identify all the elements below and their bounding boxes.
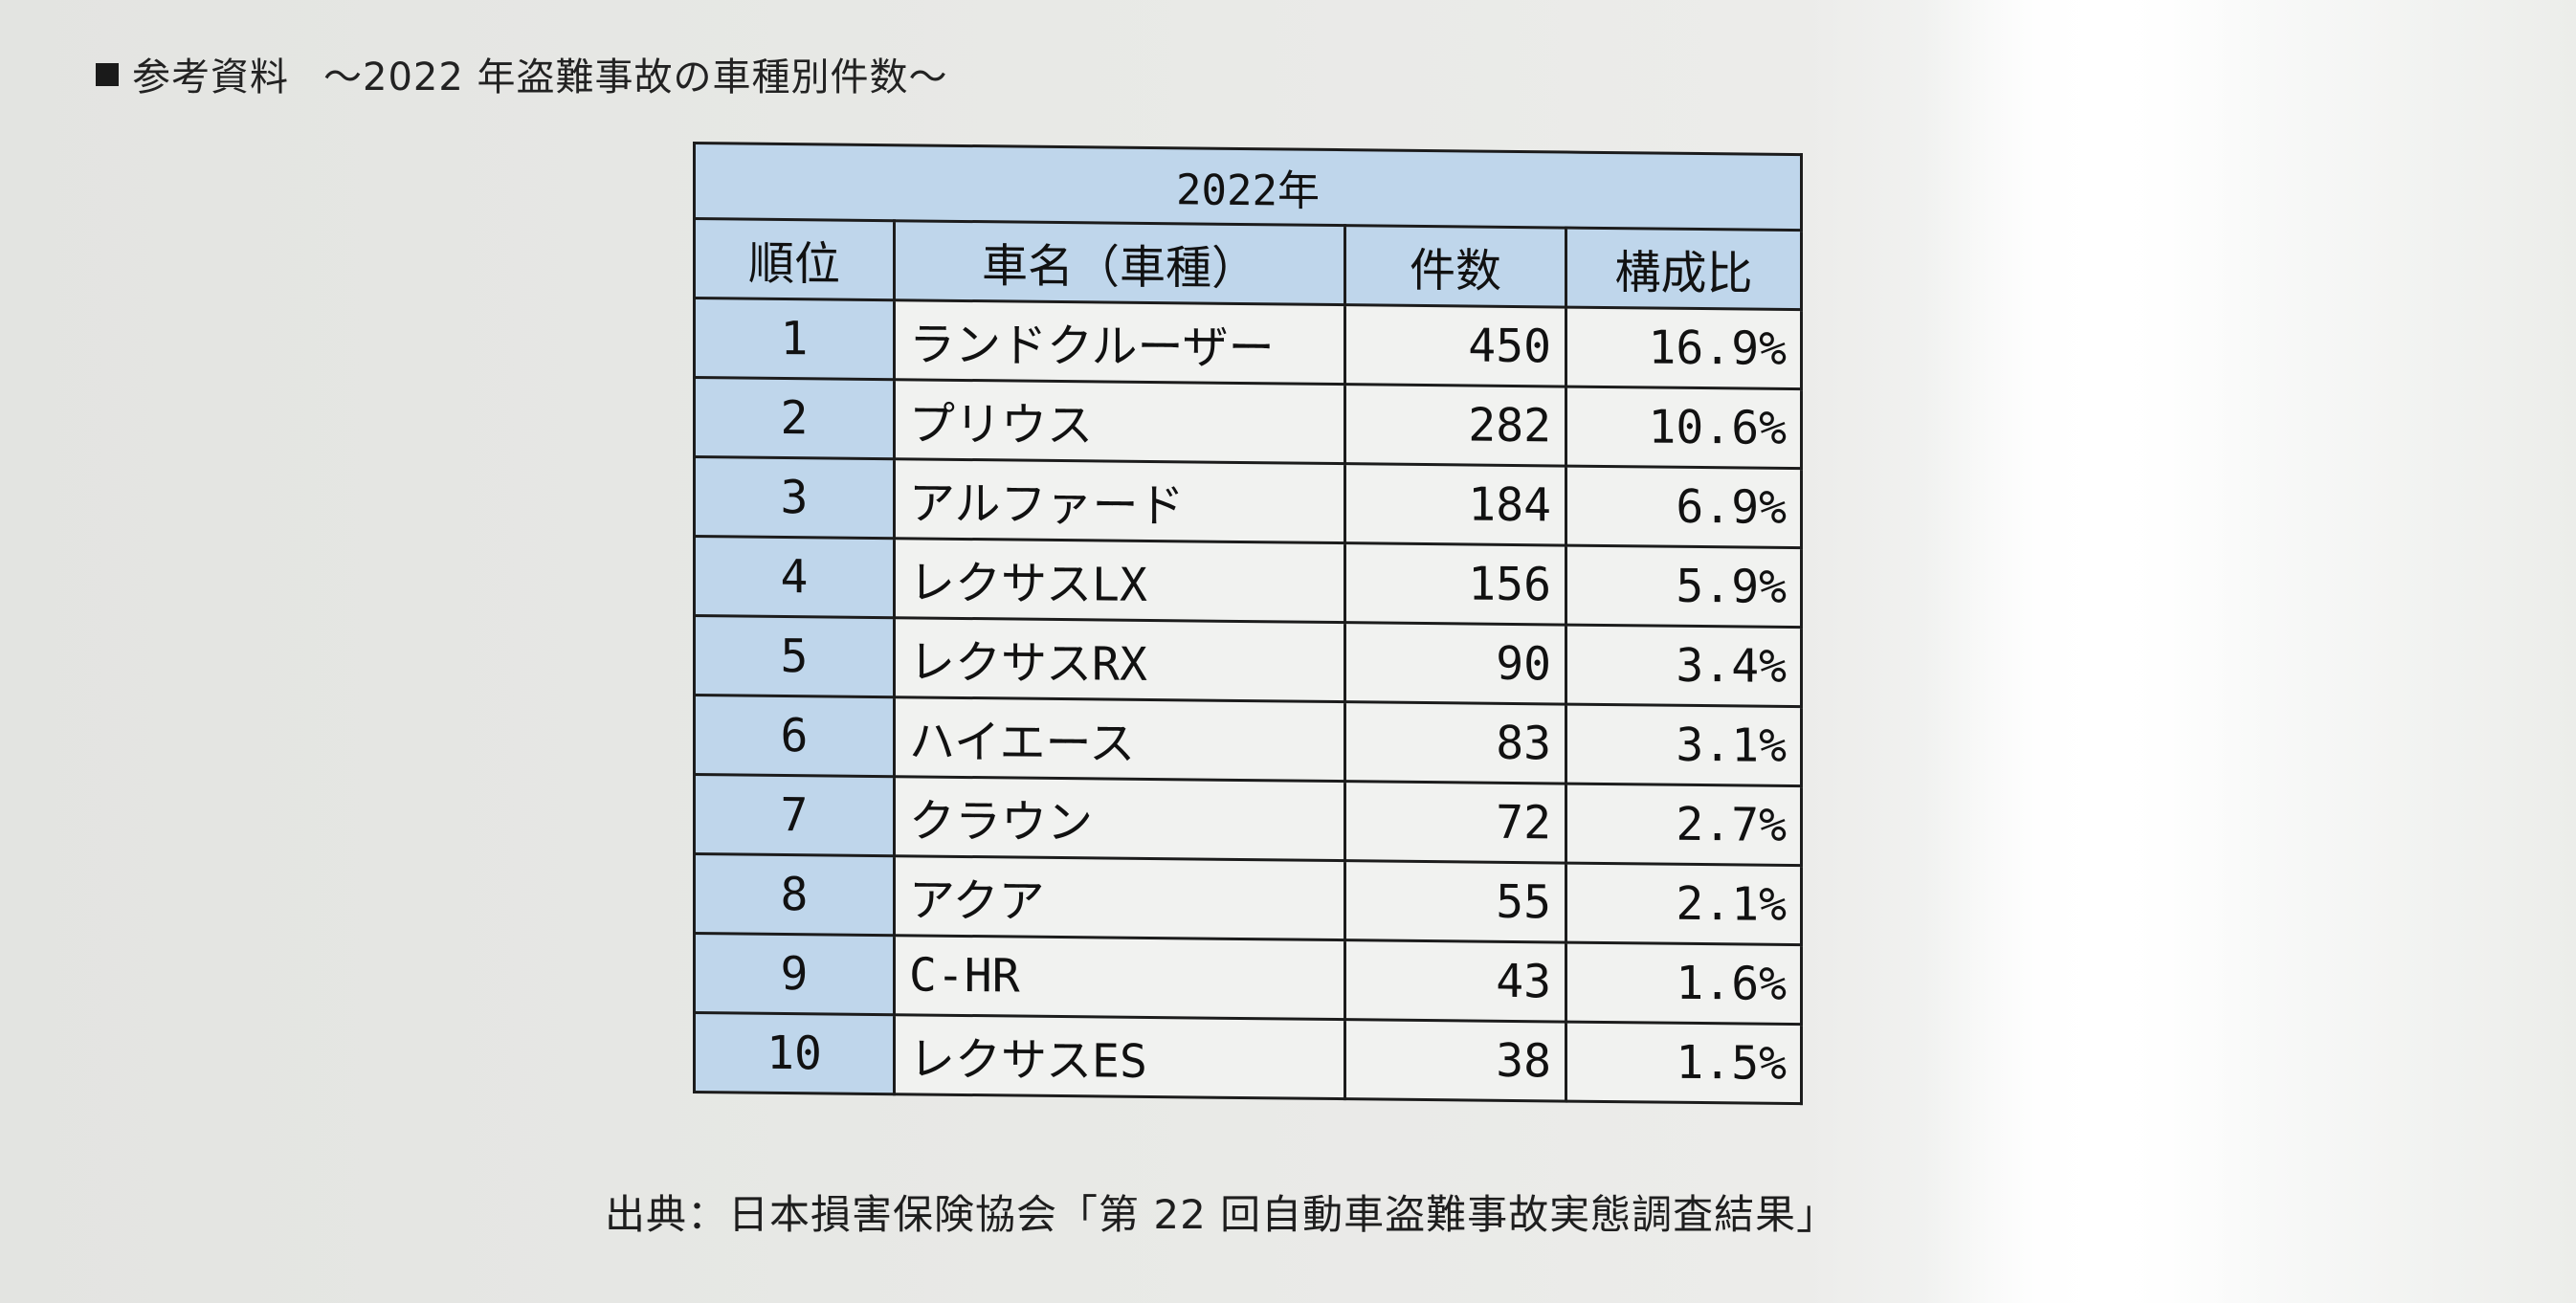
count-cell: 38 (1344, 1019, 1566, 1102)
year-header: 2022年 (694, 143, 1802, 231)
page-heading: 参考資料 ～2022 年盗難事故の車種別件数～ (96, 46, 948, 101)
light-glare (1923, 0, 2239, 1303)
share-cell: 10.6% (1566, 386, 1802, 469)
share-cell: 6.9% (1566, 466, 1802, 548)
car-name-cell: ハイエース (894, 696, 1345, 782)
share-cell: 5.9% (1566, 545, 1802, 628)
rank-cell: 5 (694, 615, 895, 697)
rank-cell: 7 (694, 774, 895, 856)
table-row: 6 ハイエース 83 3.1% (694, 695, 1802, 786)
share-cell: 2.7% (1566, 784, 1802, 866)
rank-cell: 8 (694, 853, 895, 936)
share-cell: 3.4% (1566, 625, 1802, 707)
rank-cell: 9 (694, 933, 895, 1015)
car-name-cell: レクサスLX (894, 538, 1345, 623)
table-row: 5 レクサスRX 90 3.4% (694, 615, 1802, 707)
count-cell: 55 (1344, 860, 1566, 943)
table-row: 4 レクサスLX 156 5.9% (694, 536, 1802, 628)
count-cell: 90 (1344, 622, 1566, 705)
table-row: 2 プリウス 282 10.6% (694, 377, 1802, 469)
car-name-cell: ランドクルーザー (894, 299, 1345, 385)
table-row: 9 C-HR 43 1.6% (694, 933, 1802, 1025)
column-header-rank: 順位 (694, 218, 895, 300)
share-cell: 1.6% (1566, 942, 1802, 1025)
car-name-cell: レクサスRX (894, 617, 1345, 702)
car-name-cell: レクサスES (894, 1014, 1345, 1099)
count-cell: 282 (1344, 384, 1566, 467)
table-row: 10 レクサスES 38 1.5% (694, 1012, 1802, 1104)
heading-subtitle: ～2022 年盗難事故の車種別件数～ (323, 55, 948, 99)
car-name-cell: プリウス (894, 379, 1345, 464)
count-cell: 72 (1344, 781, 1566, 864)
theft-ranking-table: 2022年 順位 車名（車種） 件数 構成比 1 ランドクルーザー 450 16… (693, 142, 1803, 1105)
rank-cell: 1 (694, 298, 895, 380)
column-header-share: 構成比 (1566, 228, 1802, 310)
count-cell: 156 (1344, 542, 1566, 626)
table-row: 3 アルファード 184 6.9% (694, 456, 1802, 548)
car-name-cell: アクア (894, 855, 1345, 940)
car-name-cell: クラウン (894, 776, 1345, 861)
car-name-cell: C-HR (894, 935, 1345, 1020)
rank-cell: 4 (694, 536, 895, 618)
rank-cell: 3 (694, 456, 895, 539)
share-cell: 3.1% (1566, 704, 1802, 786)
count-cell: 450 (1344, 304, 1566, 387)
rank-cell: 6 (694, 695, 895, 777)
table-row: 8 アクア 55 2.1% (694, 853, 1802, 945)
share-cell: 1.5% (1566, 1022, 1802, 1104)
count-cell: 184 (1344, 463, 1566, 546)
source-citation: 出典：日本損害保険協会「第 22 回自動車盗難事故実態調査結果」 (605, 1191, 1838, 1238)
square-bullet-icon (96, 63, 119, 86)
share-cell: 16.9% (1566, 307, 1802, 389)
column-header-count: 件数 (1344, 225, 1566, 308)
car-name-cell: アルファード (894, 458, 1345, 543)
table-row: 1 ランドクルーザー 450 16.9% (694, 298, 1802, 389)
share-cell: 2.1% (1566, 863, 1802, 945)
rank-cell: 2 (694, 377, 895, 459)
table-row: 7 クラウン 72 2.7% (694, 774, 1802, 866)
rank-cell: 10 (694, 1012, 895, 1094)
count-cell: 43 (1344, 939, 1566, 1023)
heading-label: 参考資料 (132, 55, 289, 99)
column-header-car-name: 車名（車種） (894, 220, 1345, 305)
count-cell: 83 (1344, 701, 1566, 784)
